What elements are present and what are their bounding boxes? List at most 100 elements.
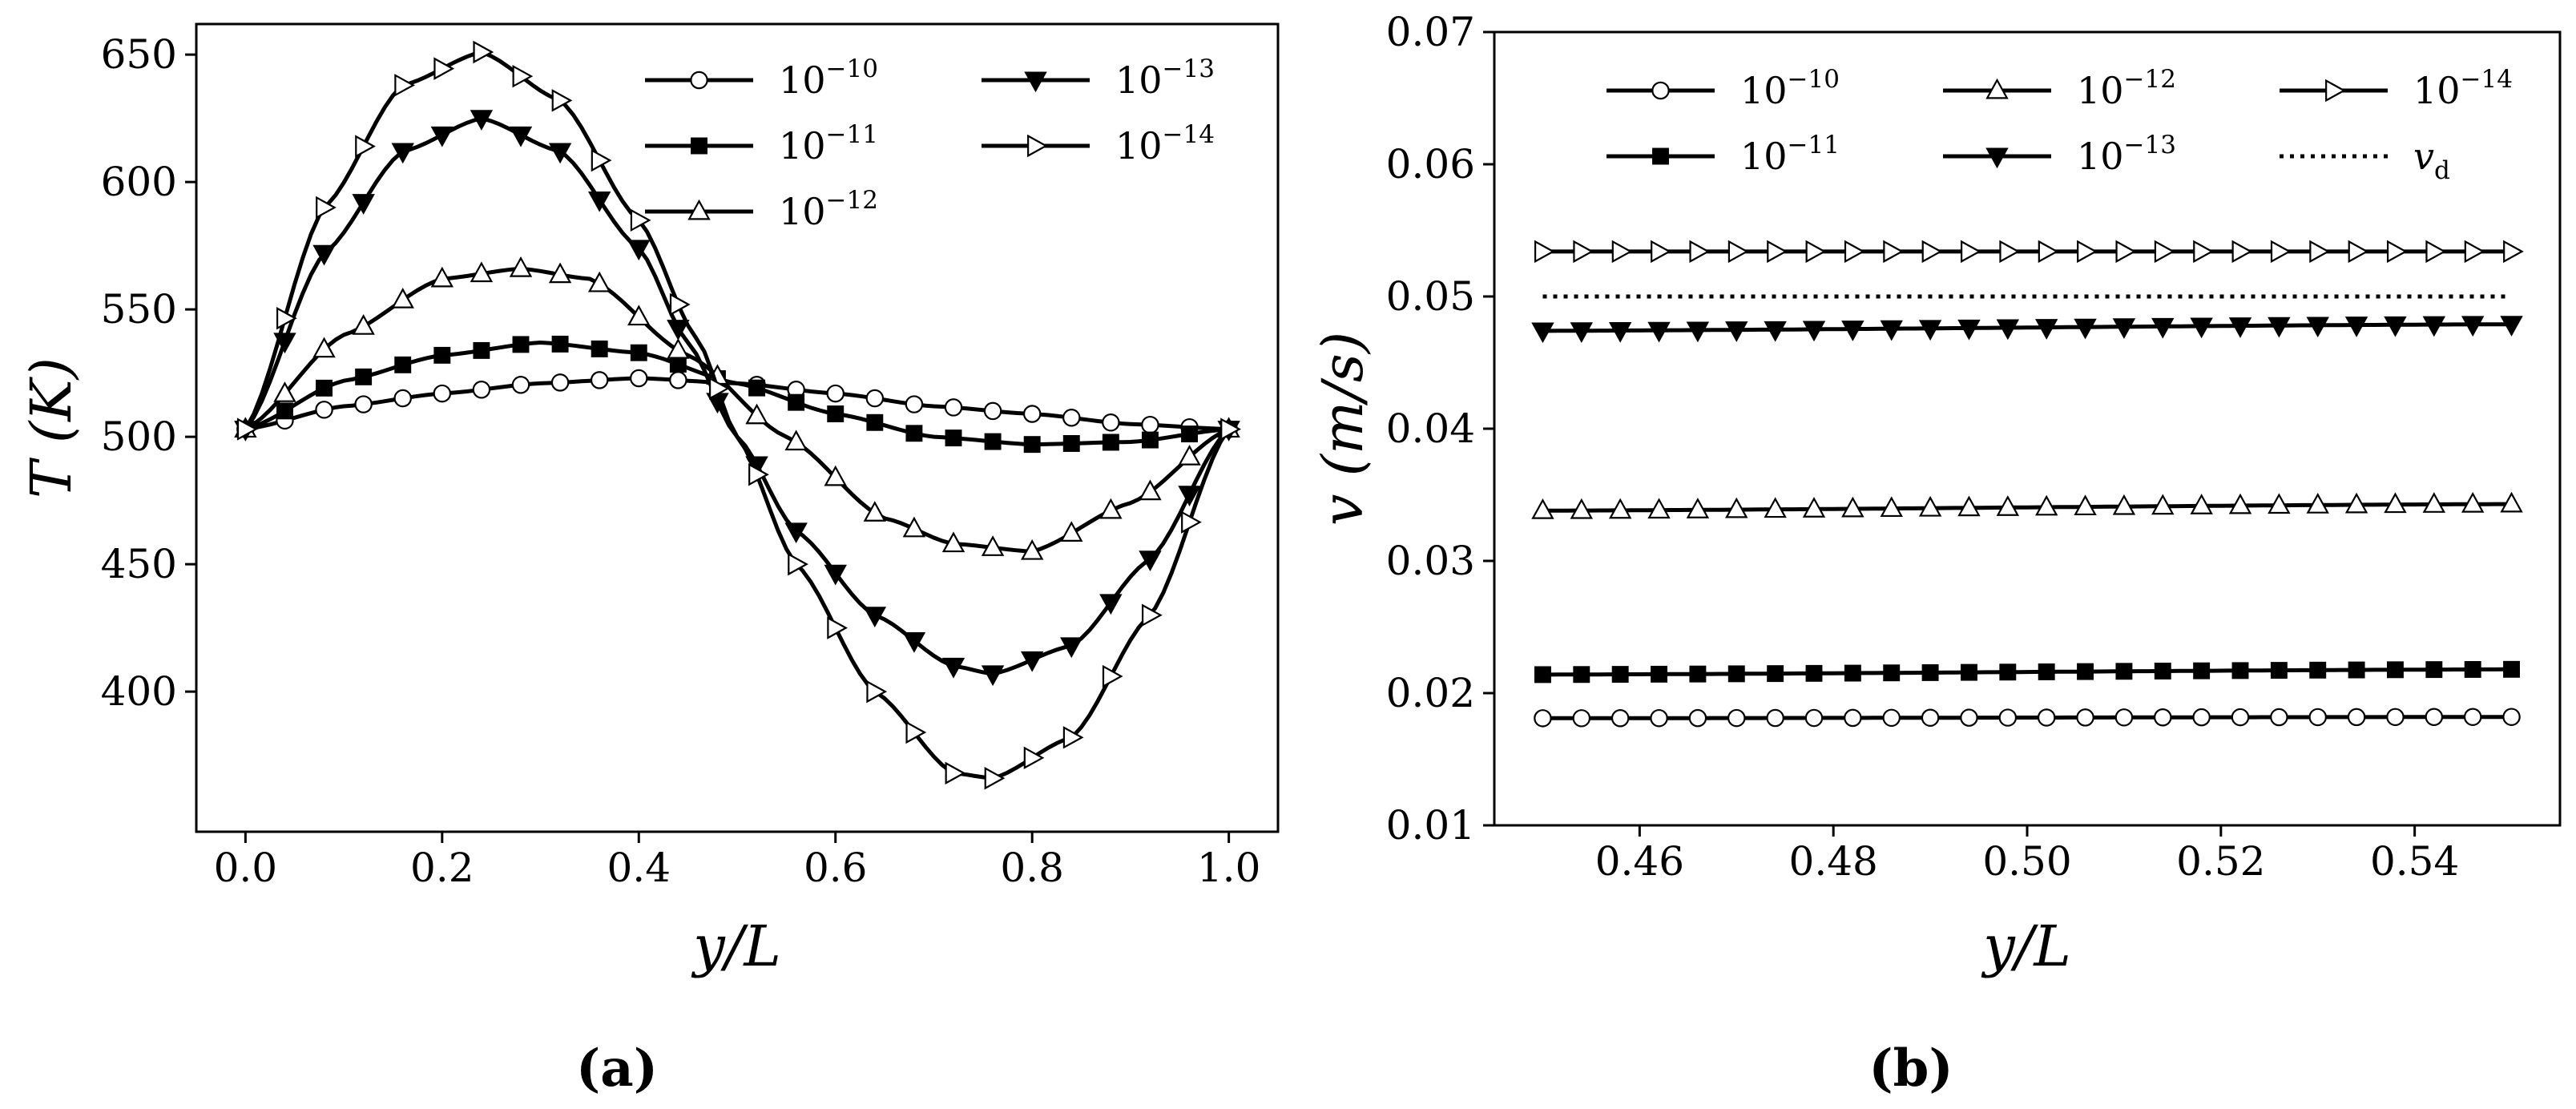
x-tick-label: 0.8 bbox=[1000, 845, 1064, 891]
series-marker bbox=[1139, 479, 1162, 501]
series-marker bbox=[630, 344, 647, 361]
series-marker bbox=[2344, 492, 2368, 514]
series-marker bbox=[748, 379, 766, 397]
series-marker bbox=[1841, 321, 1864, 341]
series-marker bbox=[941, 657, 965, 679]
panel-b: 0.46 0.48 0.50 0.52 0.54 0.010.020.030.040.0… bbox=[1310, 9, 2562, 1099]
series-marker bbox=[2154, 663, 2171, 680]
series-marker bbox=[1102, 664, 1123, 688]
legend-entry-10^-14: 10−14 bbox=[982, 120, 1215, 167]
series-marker bbox=[1844, 664, 1861, 682]
series-marker bbox=[316, 379, 333, 397]
series-marker bbox=[2151, 494, 2175, 515]
series-marker bbox=[2154, 240, 2175, 264]
x-tick-label: 0.4 bbox=[607, 845, 671, 891]
series-marker bbox=[2231, 708, 2250, 727]
panel-b-legend: 10−10 10−11 10−12 10−13 10−14 vd bbox=[1606, 65, 2513, 185]
series-marker bbox=[1727, 665, 1745, 683]
series-marker bbox=[2461, 316, 2485, 337]
series-marker bbox=[433, 346, 451, 364]
legend-marker bbox=[687, 199, 711, 220]
series-marker bbox=[591, 148, 612, 172]
series-marker bbox=[905, 425, 923, 442]
series-marker bbox=[827, 616, 849, 639]
series-marker bbox=[1957, 495, 1981, 517]
series-marker bbox=[863, 607, 887, 627]
panel-a-y-label: T (K) bbox=[18, 357, 84, 498]
series-marker bbox=[984, 767, 1006, 790]
series-marker bbox=[2268, 493, 2291, 514]
x-tick-label: 0.2 bbox=[410, 845, 474, 891]
series-marker bbox=[2347, 708, 2366, 727]
legend-label: 10−10 bbox=[1740, 65, 1840, 112]
panel-a-legend: 10−10 10−11 10−12 10−13 10−14 bbox=[645, 54, 1215, 233]
series-marker bbox=[391, 143, 414, 164]
series-marker bbox=[2190, 317, 2213, 339]
series-marker bbox=[2425, 240, 2447, 264]
y-tick-label: 500 bbox=[101, 413, 177, 460]
series-marker bbox=[472, 381, 491, 399]
series-marker bbox=[551, 89, 573, 112]
y-tick-label: 450 bbox=[101, 541, 177, 587]
series-marker bbox=[1534, 666, 1551, 684]
series-marker bbox=[945, 429, 962, 447]
series-marker bbox=[2074, 318, 2097, 340]
series-marker bbox=[1727, 708, 1746, 728]
series-marker bbox=[983, 401, 1002, 421]
series-marker bbox=[1960, 663, 1977, 681]
series-marker bbox=[1570, 498, 1594, 519]
legend-label: 10−13 bbox=[2077, 131, 2176, 178]
series-marker bbox=[2112, 318, 2136, 340]
series-10^-14 bbox=[236, 40, 1241, 790]
legend-entry-10^-13: 10−13 bbox=[982, 54, 1215, 102]
series-marker bbox=[2386, 661, 2404, 679]
series-marker bbox=[2192, 708, 2211, 727]
x-tick-label: 0.6 bbox=[804, 845, 868, 891]
series-marker bbox=[1651, 665, 1668, 683]
series-marker bbox=[1534, 709, 1552, 728]
y-tick-label: 0.05 bbox=[1386, 273, 1475, 320]
series-marker bbox=[1023, 746, 1045, 769]
legend-label: 10−14 bbox=[1115, 120, 1215, 167]
series-marker bbox=[2270, 240, 2292, 264]
series-marker bbox=[866, 680, 888, 704]
series-marker bbox=[905, 395, 924, 413]
legend-entry-10^-12: 10−12 bbox=[1943, 65, 2176, 112]
legend-entry-10^-11: 10−11 bbox=[1606, 131, 1840, 178]
series-marker bbox=[1651, 240, 1671, 264]
series-marker bbox=[470, 261, 494, 283]
legend-marker bbox=[2325, 79, 2346, 103]
series-10^-12 bbox=[234, 256, 1240, 560]
series-marker bbox=[1099, 594, 1123, 615]
series-marker bbox=[1918, 495, 1942, 517]
series-marker bbox=[2038, 663, 2055, 680]
series-line bbox=[1542, 322, 2512, 333]
legend-marker bbox=[690, 71, 708, 90]
x-tick-label: 0.0 bbox=[214, 845, 278, 891]
series-10^-12 bbox=[1531, 491, 2523, 519]
series-marker bbox=[1802, 321, 1826, 342]
series-marker bbox=[312, 337, 336, 358]
series-marker bbox=[1725, 321, 1748, 342]
series-marker bbox=[981, 535, 1005, 556]
series-marker bbox=[788, 552, 808, 576]
legend-entry-v_d: vd bbox=[2280, 135, 2450, 185]
series-marker bbox=[1844, 240, 1865, 264]
series-marker bbox=[587, 271, 611, 292]
series-marker bbox=[2077, 240, 2098, 264]
series-marker bbox=[1534, 240, 1555, 264]
series-marker bbox=[1608, 322, 1632, 343]
series-marker bbox=[2306, 317, 2329, 338]
series-marker bbox=[1102, 434, 1119, 451]
series-marker bbox=[1999, 663, 2017, 681]
panel-a-x-label: y/L bbox=[691, 913, 781, 979]
series-marker bbox=[863, 501, 887, 522]
series-marker bbox=[941, 531, 965, 553]
panel-a-plot-frame bbox=[195, 22, 1280, 833]
series-marker bbox=[1650, 708, 1668, 728]
series-marker bbox=[784, 429, 808, 451]
legend-label: 10−14 bbox=[2413, 65, 2513, 112]
series-marker bbox=[312, 244, 336, 266]
series-marker bbox=[1022, 405, 1042, 423]
